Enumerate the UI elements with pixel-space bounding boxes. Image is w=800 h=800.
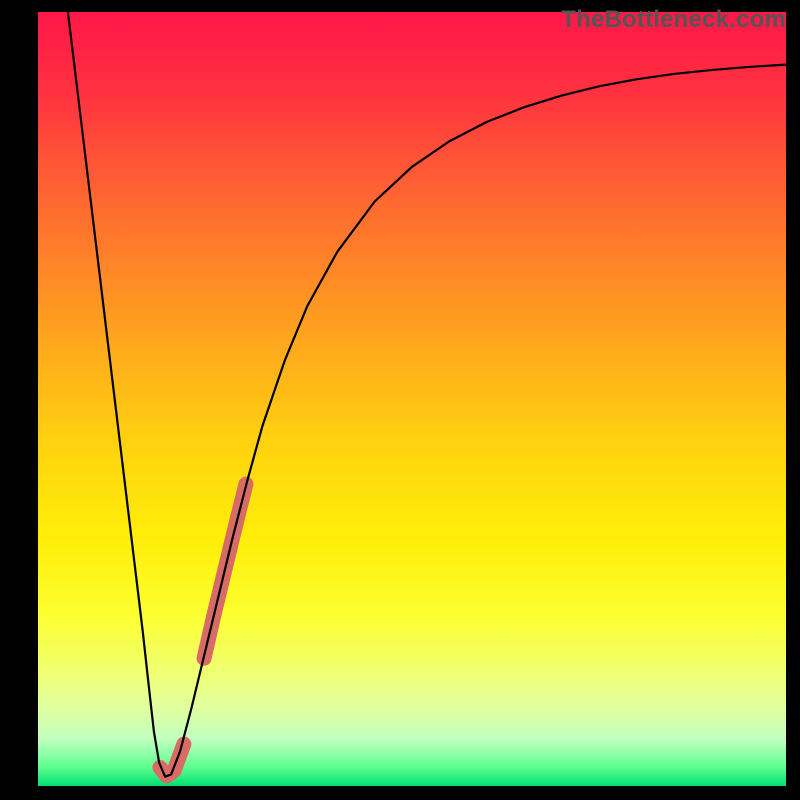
watermark-text: TheBottleneck.com (561, 6, 786, 34)
chart-frame: TheBottleneck.com (0, 0, 800, 800)
bottleneck-curve-chart (38, 12, 786, 786)
gradient-background (38, 12, 786, 786)
